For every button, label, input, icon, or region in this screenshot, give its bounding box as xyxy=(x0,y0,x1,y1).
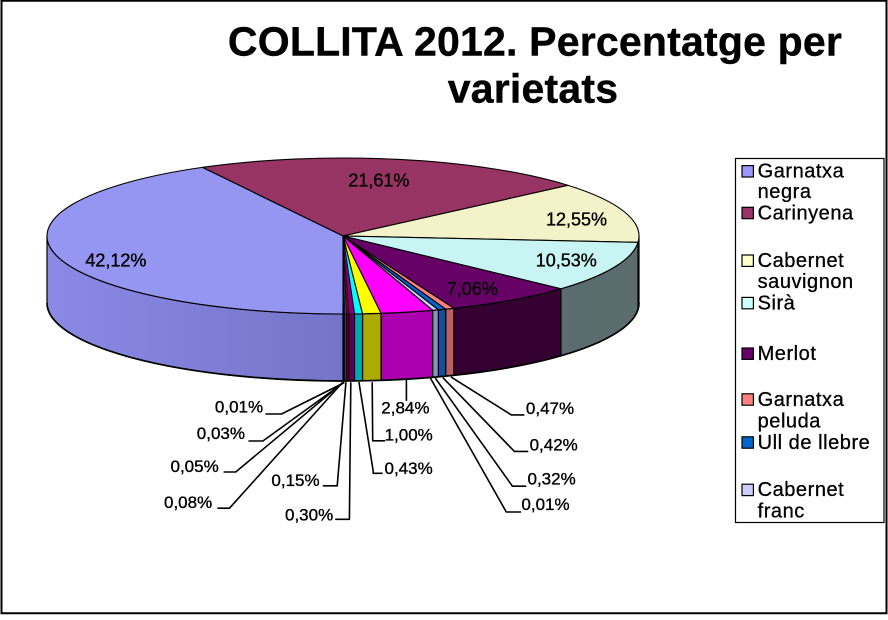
svg-text:Cabernet: Cabernet xyxy=(758,479,845,501)
svg-text:0,01%: 0,01% xyxy=(215,398,263,417)
svg-text:negra: negra xyxy=(758,181,812,203)
svg-text:2,84%: 2,84% xyxy=(381,398,429,417)
svg-text:7,06%: 7,06% xyxy=(447,279,498,299)
svg-text:0,05%: 0,05% xyxy=(171,457,219,476)
svg-text:Cabernet: Cabernet xyxy=(758,250,845,272)
svg-text:sauvignon: sauvignon xyxy=(758,271,854,293)
svg-text:0,42%: 0,42% xyxy=(530,435,578,454)
svg-text:1,00%: 1,00% xyxy=(385,425,433,444)
svg-text:Carinyena: Carinyena xyxy=(758,202,854,224)
svg-text:0,01%: 0,01% xyxy=(521,495,569,514)
svg-text:0,03%: 0,03% xyxy=(197,424,245,443)
svg-text:Ull de llebre: Ull de llebre xyxy=(758,432,871,454)
svg-text:0,30%: 0,30% xyxy=(285,505,333,524)
svg-text:10,53%: 10,53% xyxy=(536,251,597,271)
svg-text:COLLITA 2012. Percentatge per: COLLITA 2012. Percentatge per xyxy=(228,19,842,65)
svg-text:0,15%: 0,15% xyxy=(271,471,319,490)
svg-text:0,43%: 0,43% xyxy=(385,459,433,478)
svg-text:21,61%: 21,61% xyxy=(348,171,409,191)
svg-text:Garnatxa: Garnatxa xyxy=(758,389,845,411)
svg-text:Merlot: Merlot xyxy=(758,343,817,365)
svg-text:42,12%: 42,12% xyxy=(85,251,146,271)
svg-text:0,32%: 0,32% xyxy=(528,469,576,488)
svg-text:Sirà: Sirà xyxy=(758,292,796,314)
svg-text:Garnatxa: Garnatxa xyxy=(758,161,845,183)
svg-text:12,55%: 12,55% xyxy=(546,209,607,229)
svg-text:0,47%: 0,47% xyxy=(526,399,574,418)
svg-text:franc: franc xyxy=(758,500,805,522)
svg-text:peluda: peluda xyxy=(758,410,822,432)
svg-text:0,08%: 0,08% xyxy=(164,493,212,512)
svg-text:varietats: varietats xyxy=(448,65,618,111)
